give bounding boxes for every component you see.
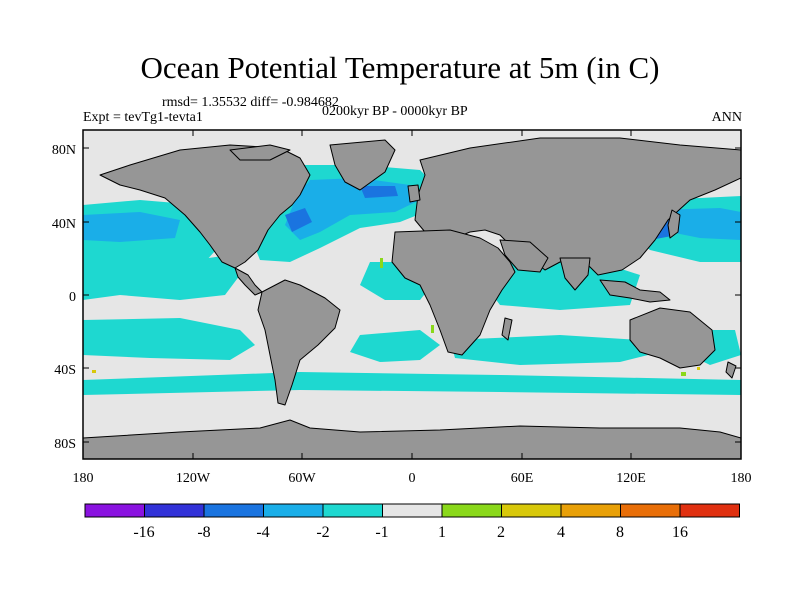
x-tick-label: 60E: [511, 471, 534, 486]
season-label: ANN: [711, 110, 742, 125]
antarctica: [83, 419, 741, 459]
colorbar: [84, 503, 740, 518]
positive-spot-south-pacific: [92, 370, 96, 373]
colorbar-swatch: [382, 503, 443, 518]
positive-spot-tasman: [697, 367, 700, 370]
colorbar-swatch: [620, 503, 681, 518]
colorbar-swatch: [84, 503, 145, 518]
north-atlantic-spot: [360, 186, 398, 198]
period-label: 0200kyr BP - 0000kyr BP: [322, 104, 468, 119]
india: [559, 257, 591, 291]
y-tick-label: 40S: [54, 363, 76, 378]
arabia: [499, 239, 549, 273]
colorbar-swatch: [322, 503, 383, 518]
australia: [629, 307, 716, 369]
x-tick-label: 120E: [616, 471, 646, 486]
colorbar-label: -16: [133, 524, 154, 541]
colorbar-swatch: [679, 503, 740, 518]
map-panel: [83, 130, 741, 459]
arctic-islands: [229, 144, 291, 161]
colorbar-swatch: [144, 503, 205, 518]
colorbar-label: -2: [316, 524, 329, 541]
colorbar-label: -8: [197, 524, 210, 541]
chart-title: Ocean Potential Temperature at 5m (in C): [140, 50, 660, 85]
colorbar-label: 8: [616, 524, 624, 541]
colorbar-swatch: [263, 503, 324, 518]
southeast-asia-islands: [599, 279, 671, 303]
colorbar-label: -1: [375, 524, 388, 541]
experiment-label: Expt = tevTg1-tevta1: [83, 110, 203, 125]
colorbar-label: -4: [256, 524, 269, 541]
south-america: [257, 279, 341, 406]
japan: [667, 209, 681, 239]
africa: [391, 229, 516, 356]
central-america: [234, 267, 263, 296]
colorbar-labels: -16 -8 -4 -2 -1 1 2 4 8 16: [133, 524, 688, 541]
greenland: [329, 139, 396, 191]
colorbar-label: 4: [557, 524, 565, 541]
positive-spot-west-africa: [380, 258, 383, 268]
y-axis-ticks: 80N 40N 0 40S 80S: [52, 143, 76, 452]
x-tick-label: 0: [409, 471, 416, 486]
y-tick-label: 80S: [54, 437, 76, 452]
labrador-core: [300, 182, 330, 205]
colorbar-label: 1: [438, 524, 446, 541]
colorbar-swatch: [441, 503, 502, 518]
south-pacific-band: [83, 318, 255, 360]
x-axis-ticks: 180 120W 60W 0 60E 120E 180: [73, 471, 752, 486]
positive-spot-east-australia: [681, 372, 686, 376]
y-tick-label: 80N: [52, 143, 76, 158]
x-tick-label: 180: [73, 471, 94, 486]
colorbar-swatch: [560, 503, 621, 518]
positive-spot-southwest-africa: [431, 325, 434, 333]
british-isles: [407, 184, 421, 203]
stats-label: rmsd= 1.35532 diff= -0.984682: [162, 95, 339, 110]
colorbar-swatch: [203, 503, 264, 518]
north-pacific-east-core: [83, 212, 180, 242]
x-tick-label: 60W: [288, 471, 316, 486]
y-tick-label: 0: [69, 290, 76, 305]
southern-ocean-band: [83, 372, 741, 395]
gulf-stream-spot: [285, 208, 312, 232]
south-atlantic-band: [350, 330, 440, 362]
land-masses: [83, 137, 741, 459]
new-zealand: [725, 361, 737, 379]
madagascar: [501, 317, 513, 341]
colorbar-label: 16: [672, 524, 688, 541]
x-tick-label: 120W: [176, 471, 211, 486]
x-tick-label: 180: [731, 471, 752, 486]
colorbar-label: 2: [497, 524, 505, 541]
tropical-pacific-band: [83, 255, 240, 300]
south-indian-band: [450, 335, 660, 365]
axis-ticks: [82, 130, 742, 459]
y-tick-label: 40N: [52, 217, 76, 232]
colorbar-swatch: [501, 503, 562, 518]
anomaly-positive-spots: [92, 258, 700, 376]
